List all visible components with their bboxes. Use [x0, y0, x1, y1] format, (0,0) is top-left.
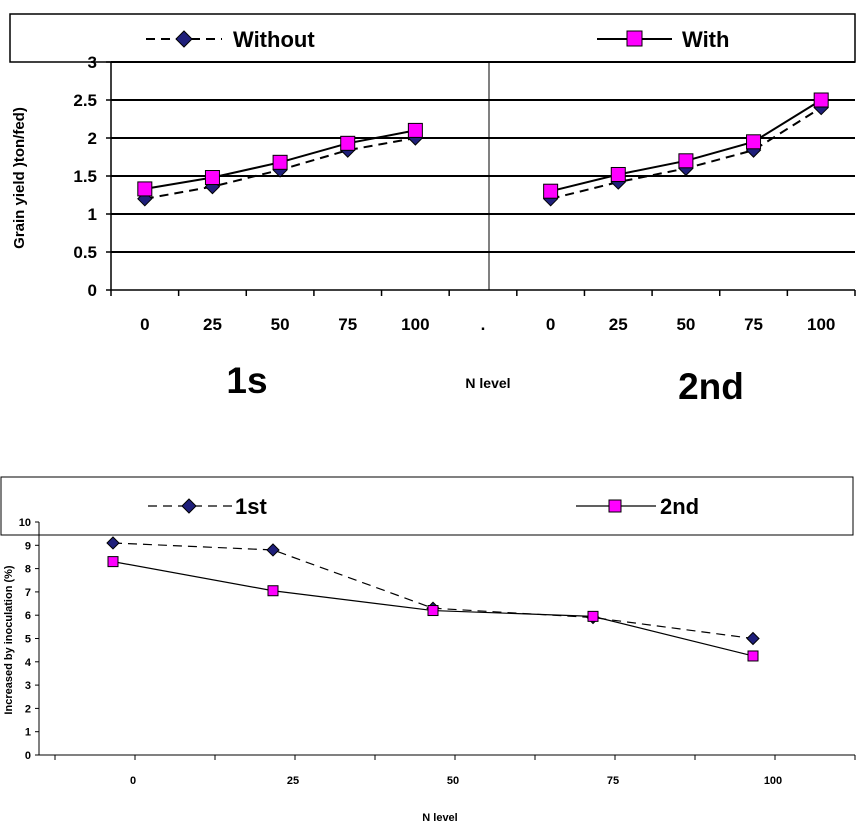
- chart2-point-2nd: [427, 605, 439, 617]
- chart1-point-with: [204, 170, 220, 186]
- chart2-legend-box: [0, 476, 854, 536]
- chart2-series-line-1st: [112, 542, 754, 640]
- chart2-x-tick-label: 0: [130, 775, 136, 787]
- chart1-y-tick-label: 0.5: [73, 243, 97, 262]
- chart1-x-tick-label: 75: [744, 315, 763, 334]
- chart1-series: [137, 92, 829, 207]
- chart2-legend-item-2nd: 2nd: [576, 494, 699, 519]
- chart1-y-axis-label: Grain yield )ton/fed): [11, 107, 28, 249]
- chart2-point-1st: [266, 543, 280, 557]
- chart2-legend-item-1st: 1st: [148, 494, 267, 519]
- chart1-point-with: [610, 166, 626, 182]
- chart1-point-with: [340, 135, 356, 151]
- chart2-y-ticks: 0 1 2 3 4 5 6 7 8 9 10: [19, 517, 39, 762]
- chart1-group-label-first: 1s: [226, 360, 267, 401]
- chart1-legend-label-without: Without: [233, 27, 315, 52]
- chart2-x-axis-label: N level: [422, 812, 457, 824]
- chart1-point-with: [137, 181, 153, 197]
- chart1-x-tick-label: 0: [546, 315, 555, 334]
- chart1-x-axis-label: N level: [465, 375, 510, 391]
- chart1-x-tick-label: 25: [609, 315, 628, 334]
- chart1-point-with: [813, 92, 829, 108]
- chart-1: Without With 0 0.5 1 1.5 2 2.5 3 0 25 50 75 100. 0 2…: [9, 13, 856, 407]
- chart1-y-tick-label: 1: [88, 205, 97, 224]
- square-marker-icon: [626, 30, 643, 47]
- chart1-x-tick-label: 100: [807, 315, 835, 334]
- chart1-x-tick-label: .: [481, 315, 486, 334]
- chart1-group-label-second: 2nd: [678, 366, 744, 407]
- chart1-point-with: [543, 183, 559, 199]
- chart2-y-tick-label: 0: [25, 750, 31, 762]
- chart1-x-ticks: 0 25 50 75 100. 0 25 50 75 100: [110, 290, 856, 334]
- diamond-marker-icon: [181, 498, 197, 514]
- chart1-y-tick-label: 0: [88, 281, 97, 300]
- chart1-y-tick-label: 2.5: [73, 91, 97, 110]
- chart2-point-1st: [746, 631, 760, 646]
- chart1-gridlines: [111, 61, 855, 253]
- chart-2: 1st 2nd 0 1 2 3 4 5 6 7 8 9 10 0 25 50 75 100 Increase…: [0, 476, 856, 824]
- chart1-y-tick-label: 3: [88, 53, 97, 72]
- chart2-point-2nd: [107, 556, 119, 568]
- chart1-y-tick-label: 1.5: [73, 167, 97, 186]
- chart1-point-with: [746, 134, 762, 150]
- chart2-point-1st: [106, 536, 120, 550]
- chart1-x-tick-label: 100: [401, 315, 429, 334]
- chart2-y-tick-label: 10: [19, 517, 31, 529]
- chart2-x-tick-label: 25: [287, 775, 299, 787]
- chart2-y-tick-label: 7: [25, 587, 31, 599]
- chart1-y-ticks: 0 0.5 1 1.5 2 2.5 3: [73, 53, 111, 300]
- chart2-y-tick-label: 3: [25, 680, 31, 692]
- chart1-x-tick-label: 75: [338, 315, 357, 334]
- chart2-point-2nd: [747, 650, 759, 662]
- diamond-marker-icon: [175, 30, 193, 48]
- chart2-x-tick-label: 75: [607, 775, 619, 787]
- chart1-x-tick-label: 50: [271, 315, 290, 334]
- chart2-y-axis-label: Increased by inoculation (%): [3, 565, 15, 714]
- chart2-point-2nd: [587, 610, 599, 622]
- chart2-series: [106, 536, 760, 662]
- chart1-point-with: [272, 154, 288, 170]
- chart2-y-tick-label: 6: [25, 610, 31, 622]
- chart1-x-tick-label: 50: [676, 315, 695, 334]
- chart1-x-tick-label: 0: [140, 315, 149, 334]
- chart2-y-tick-label: 5: [25, 634, 31, 646]
- chart2-y-tick-label: 2: [25, 703, 31, 715]
- chart2-x-ticks: 0 25 50 75 100: [54, 755, 856, 787]
- chart2-y-tick-label: 1: [25, 727, 31, 739]
- chart2-x-tick-label: 100: [764, 775, 782, 787]
- chart1-series-line-with: [550, 99, 822, 193]
- chart1-legend-label-with: With: [682, 27, 729, 52]
- chart2-y-tick-label: 9: [25, 540, 31, 552]
- chart1-y-tick-label: 2: [88, 129, 97, 148]
- chart1-x-tick-label: 25: [203, 315, 222, 334]
- chart1-legend-item-with: With: [597, 27, 729, 52]
- chart2-legend-label-2nd: 2nd: [660, 494, 699, 519]
- chart2-y-tick-label: 8: [25, 564, 31, 576]
- chart2-legend-label-1st: 1st: [235, 494, 267, 519]
- chart2-y-tick-label: 4: [25, 657, 32, 669]
- square-marker-icon: [608, 499, 622, 513]
- chart1-point-with: [678, 153, 694, 169]
- chart2-point-2nd: [267, 585, 279, 597]
- chart2-x-tick-label: 50: [447, 775, 459, 787]
- chart1-point-with: [407, 122, 423, 138]
- chart1-series-line-without: [550, 106, 822, 200]
- chart1-legend-item-without: Without: [146, 27, 315, 52]
